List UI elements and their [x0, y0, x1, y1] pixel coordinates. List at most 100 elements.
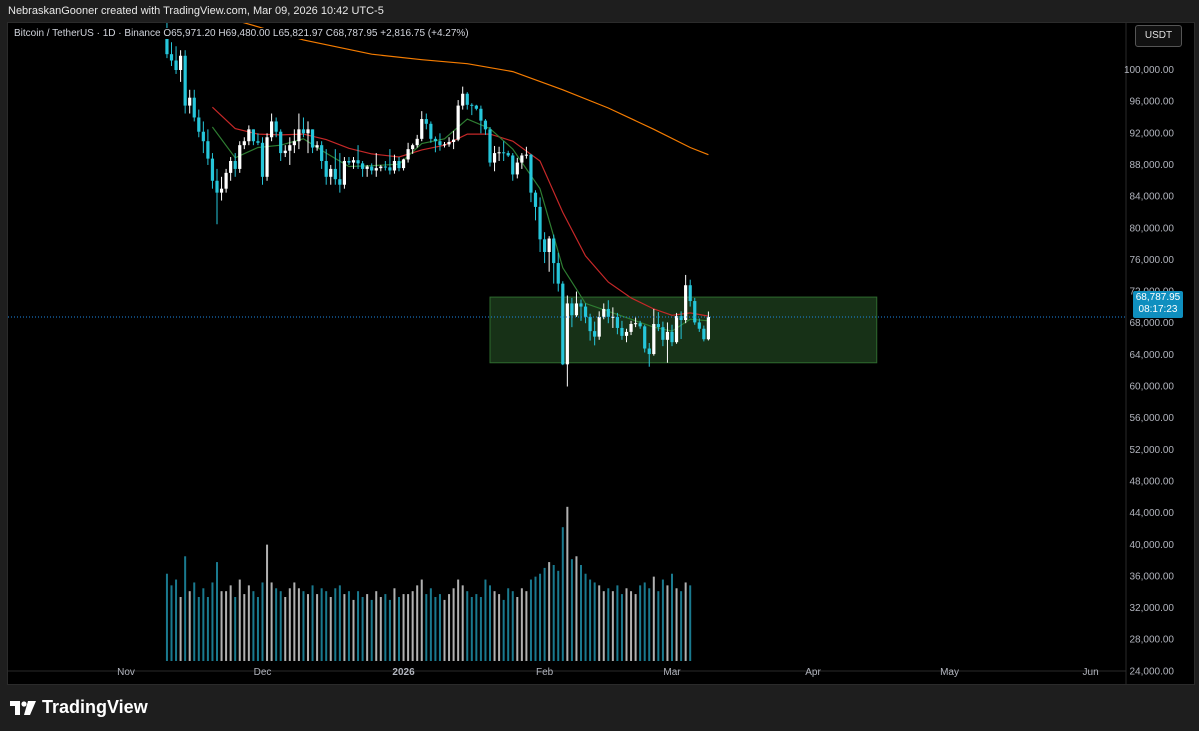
candle-body	[429, 123, 433, 139]
candle	[624, 328, 629, 343]
candle	[643, 324, 647, 353]
volume-bar	[334, 588, 337, 661]
candle	[324, 149, 328, 185]
candle	[206, 129, 210, 165]
support-zone-box	[489, 296, 878, 364]
candle-body	[447, 142, 451, 145]
volume-bar	[666, 585, 669, 661]
candle-body	[229, 160, 233, 173]
candle	[342, 157, 346, 189]
candle	[279, 129, 283, 161]
candle-body	[338, 179, 342, 185]
candle	[242, 137, 246, 150]
candle-body	[483, 120, 488, 130]
last-price-tag: 68,787.95 08:17:23	[1133, 291, 1183, 318]
candle	[233, 153, 237, 177]
volume-bar	[552, 565, 555, 661]
time-tick-label: Feb	[536, 667, 554, 678]
attribution-text: NebraskanGooner created with TradingView…	[8, 5, 384, 17]
volume-bar	[516, 597, 519, 661]
volume-bar	[175, 579, 178, 661]
volume-bar	[325, 591, 328, 661]
volume-bar	[479, 597, 482, 661]
volume-bar	[675, 588, 678, 661]
grid-layer	[8, 23, 1127, 684]
candle-body	[456, 105, 460, 140]
candle	[333, 149, 337, 185]
volume-bar	[307, 594, 309, 661]
candle-body	[488, 129, 492, 163]
price-tick-label: 40,000.00	[1130, 540, 1175, 551]
candle	[442, 142, 447, 148]
volume-bar	[566, 506, 569, 661]
volume-bar	[634, 594, 637, 661]
candle-body	[561, 283, 565, 365]
price-tick-label: 100,000.00	[1124, 65, 1174, 76]
candle-body	[388, 167, 392, 171]
volume-bar	[438, 594, 441, 661]
legend-open: O65,971.20	[163, 28, 216, 39]
volume-bar	[311, 585, 314, 661]
currency-selector[interactable]: USDT	[1135, 25, 1182, 47]
volume-bar	[589, 579, 592, 661]
volume-bar	[284, 597, 287, 661]
candle	[629, 320, 633, 336]
candle	[533, 190, 538, 221]
candle	[693, 297, 697, 325]
candle-body	[465, 93, 469, 105]
candle-body	[188, 97, 192, 106]
candle	[174, 46, 178, 74]
candle	[570, 297, 574, 328]
volume-bar	[584, 573, 587, 661]
time-axis: Nov Dec 2026 Feb Mar Apr May Jun	[117, 667, 1099, 678]
candle	[192, 89, 196, 122]
legend-close: C68,787.95	[325, 28, 378, 39]
candle	[270, 113, 274, 142]
volume-bar	[384, 594, 387, 661]
candle-body	[374, 168, 378, 171]
candle-body	[606, 308, 610, 317]
candle	[438, 133, 442, 151]
support-zone-layer	[489, 296, 878, 364]
volume-bar	[361, 597, 364, 661]
candle-body	[370, 166, 374, 171]
candle	[415, 134, 419, 148]
candle	[361, 160, 365, 177]
candle	[210, 153, 215, 189]
candle	[670, 324, 674, 347]
volume-bar	[202, 588, 205, 661]
candle	[197, 109, 201, 138]
candle	[497, 146, 501, 161]
candlestick-chart[interactable]: 100,000.00 96,000.00 92,000.00 88,000.00 84,…	[8, 23, 1194, 684]
symbol-legend: Bitcoin / TetherUS · 1D · Binance O65,97…	[14, 28, 469, 39]
candle	[224, 168, 228, 193]
candle-body	[597, 316, 601, 337]
candle	[288, 137, 292, 165]
volume-bar	[188, 591, 191, 661]
candle-body	[292, 141, 296, 146]
candle-body	[506, 153, 510, 156]
candle-body	[538, 206, 542, 240]
volume-bar	[452, 588, 455, 661]
candle	[320, 141, 324, 169]
volume-bar	[684, 582, 687, 661]
volume-bar	[243, 594, 246, 661]
candle-body	[401, 159, 406, 169]
volume-bar	[502, 599, 505, 661]
candle-body	[333, 168, 337, 180]
volume-bar	[520, 588, 523, 661]
candle-body	[656, 323, 660, 328]
candle-body	[634, 323, 638, 325]
candle-body	[602, 308, 606, 317]
candle	[201, 121, 205, 154]
candle-body	[424, 119, 428, 124]
volume-bar	[357, 591, 360, 661]
volume-bar	[620, 594, 623, 661]
volume-bar	[434, 597, 437, 661]
candle	[474, 104, 478, 111]
chart-area[interactable]: 100,000.00 96,000.00 92,000.00 88,000.00 84,…	[7, 22, 1195, 685]
candle	[556, 252, 560, 292]
candle-body	[515, 162, 519, 175]
volume-bar	[607, 588, 610, 661]
volume-bar	[484, 579, 487, 661]
